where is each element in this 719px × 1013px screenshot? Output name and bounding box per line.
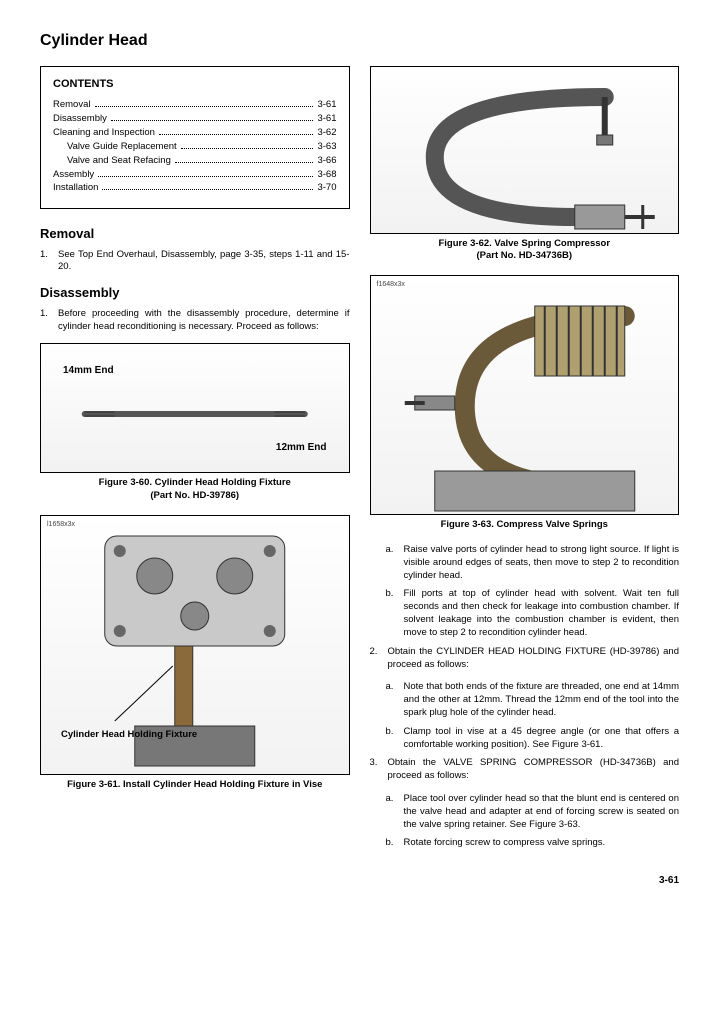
contents-box: CONTENTS Removal3-61Disassembly3-61Clean… <box>40 66 350 210</box>
toc-dots <box>159 134 314 135</box>
fig60-label-12mm: 12mm End <box>276 441 327 455</box>
step-text: Obtain the CYLINDER HEAD HOLDING FIXTURE… <box>388 646 680 672</box>
step1-substeps: a.Raise valve ports of cylinder head to … <box>386 544 680 640</box>
toc-label: Valve Guide Replacement <box>53 141 177 154</box>
list-substep: b.Clamp tool in vise at a 45 degree angl… <box>386 726 680 752</box>
toc-label: Assembly <box>53 169 94 182</box>
toc-label: Removal <box>53 99 91 112</box>
figure-3-60: 14mm End 12mm End <box>40 343 350 473</box>
toc-label: Disassembly <box>53 113 107 126</box>
page-title: Cylinder Head <box>40 30 679 52</box>
substep-text: Rotate forcing screw to compress valve s… <box>404 837 680 850</box>
step-number: 1. <box>40 249 58 275</box>
step3-substeps: a.Place tool over cylinder head so that … <box>386 793 680 850</box>
toc-dots <box>102 189 313 190</box>
toc-page: 3-70 <box>317 182 336 195</box>
list-step: 3. Obtain the VALVE SPRING COMPRESSOR (H… <box>370 757 680 783</box>
step-2: 2. Obtain the CYLINDER HEAD HOLDING FIXT… <box>370 646 680 672</box>
contents-list: Removal3-61Disassembly3-61Cleaning and I… <box>53 99 337 195</box>
fig61-callout: Cylinder Head Holding Fixture <box>61 730 197 740</box>
toc-dots <box>175 162 314 163</box>
compress-valve-springs-icon <box>371 276 679 516</box>
figure-3-61: l1658x3x Cylinder Head Holding Fixture <box>40 515 350 775</box>
figure-3-62-caption: Figure 3-62. Valve Spring Compressor(Par… <box>370 238 680 264</box>
step-number: 1. <box>40 308 58 334</box>
toc-dots <box>111 120 314 121</box>
list-step: 2. Obtain the CYLINDER HEAD HOLDING FIXT… <box>370 646 680 672</box>
toc-row: Assembly 3-68 <box>53 169 337 182</box>
step-3: 3. Obtain the VALVE SPRING COMPRESSOR (H… <box>370 757 680 783</box>
toc-label: Valve and Seat Refacing <box>53 155 171 168</box>
figure-3-61-caption: Figure 3-61. Install Cylinder Head Holdi… <box>40 779 350 792</box>
toc-label: Cleaning and Inspection <box>53 127 155 140</box>
step-text: Obtain the VALVE SPRING COMPRESSOR (HD-3… <box>388 757 680 783</box>
fixture-rod-icon <box>41 344 349 474</box>
list-substep: a.Place tool over cylinder head so that … <box>386 793 680 831</box>
substep-text: Raise valve ports of cylinder head to st… <box>404 544 680 582</box>
disassembly-steps: 1. Before proceeding with the disassembl… <box>40 308 350 334</box>
removal-step: 1. See Top End Overhaul, Disassembly, pa… <box>40 249 350 275</box>
toc-page: 3-61 <box>317 99 336 112</box>
list-substep: a.Raise valve ports of cylinder head to … <box>386 544 680 582</box>
figure-3-60-caption: Figure 3-60. Cylinder Head Holding Fixtu… <box>40 477 350 503</box>
substep-number: a. <box>386 681 404 719</box>
toc-page: 3-61 <box>317 113 336 126</box>
toc-row: Valve Guide Replacement 3-63 <box>53 141 337 154</box>
substep-text: Place tool over cylinder head so that th… <box>404 793 680 831</box>
step2-substeps: a.Note that both ends of the fixture are… <box>386 681 680 751</box>
toc-row: Installation 3-70 <box>53 182 337 195</box>
toc-page: 3-66 <box>317 155 336 168</box>
list-substep: b.Rotate forcing screw to compress valve… <box>386 837 680 850</box>
toc-page: 3-63 <box>317 141 336 154</box>
toc-row: Disassembly 3-61 <box>53 113 337 126</box>
substep-text: Fill ports at top of cylinder head with … <box>404 588 680 639</box>
substep-number: a. <box>386 793 404 831</box>
substep-number: b. <box>386 588 404 639</box>
toc-dots <box>95 106 314 107</box>
substep-number: a. <box>386 544 404 582</box>
figure-3-62 <box>370 66 680 234</box>
disassembly-heading: Disassembly <box>40 284 350 302</box>
step-text: See Top End Overhaul, Disassembly, page … <box>58 249 350 275</box>
figure-3-63: f1648x3x <box>370 275 680 515</box>
figure-3-63-caption: Figure 3-63. Compress Valve Springs <box>370 519 680 532</box>
disassembly-step: 1. Before proceeding with the disassembl… <box>40 308 350 334</box>
toc-row: Removal 3-61 <box>53 99 337 112</box>
left-column: CONTENTS Removal3-61Disassembly3-61Clean… <box>40 66 350 857</box>
step-text: Before proceeding with the disassembly p… <box>58 308 350 334</box>
toc-page: 3-62 <box>317 127 336 140</box>
toc-row: Valve and Seat Refacing 3-66 <box>53 155 337 168</box>
step-number: 2. <box>370 646 388 672</box>
toc-dots <box>181 148 314 149</box>
step-number: 3. <box>370 757 388 783</box>
list-substep: a.Note that both ends of the fixture are… <box>386 681 680 719</box>
right-column: Figure 3-62. Valve Spring Compressor(Par… <box>370 66 680 857</box>
substep-number: b. <box>386 726 404 752</box>
substep-number: b. <box>386 837 404 850</box>
substep-text: Clamp tool in vise at a 45 degree angle … <box>404 726 680 752</box>
toc-dots <box>98 176 313 177</box>
substep-text: Note that both ends of the fixture are t… <box>404 681 680 719</box>
toc-row: Cleaning and Inspection 3-62 <box>53 127 337 140</box>
removal-steps: 1. See Top End Overhaul, Disassembly, pa… <box>40 249 350 275</box>
c-clamp-icon <box>371 67 679 235</box>
page-number: 3-61 <box>40 874 679 888</box>
removal-heading: Removal <box>40 225 350 243</box>
toc-page: 3-68 <box>317 169 336 182</box>
contents-heading: CONTENTS <box>53 77 337 92</box>
list-substep: b.Fill ports at top of cylinder head wit… <box>386 588 680 639</box>
toc-label: Installation <box>53 182 98 195</box>
